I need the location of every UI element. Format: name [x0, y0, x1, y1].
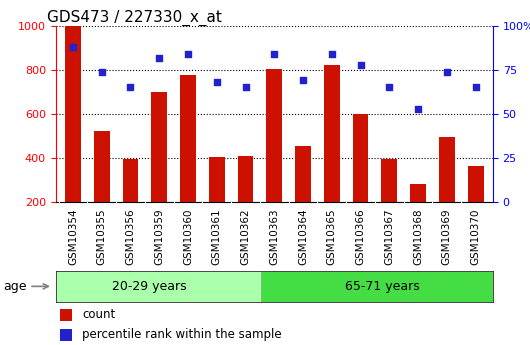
Point [69, 44, 77, 50]
Bar [122, 159, 138, 202]
Point [155, 55, 163, 60]
Bar [382, 159, 398, 202]
Point [241, 85, 250, 90]
Point [356, 62, 365, 67]
Text: GSM10359: GSM10359 [154, 208, 164, 265]
Text: GSM10367: GSM10367 [384, 208, 394, 265]
Bar [60, 309, 72, 321]
Text: GDS473 / 227330_x_at: GDS473 / 227330_x_at [47, 10, 222, 26]
Bar [267, 69, 282, 202]
Bar [151, 92, 167, 202]
Bar [410, 184, 426, 202]
Bar [324, 66, 340, 202]
Text: count: count [82, 308, 115, 321]
Point [98, 69, 106, 75]
Point [299, 78, 307, 83]
Text: GSM10361: GSM10361 [212, 208, 222, 265]
Bar [94, 131, 110, 202]
Text: age: age [3, 280, 48, 293]
Text: 65-71 years: 65-71 years [345, 280, 420, 293]
Text: GSM10354: GSM10354 [68, 208, 78, 265]
Point [126, 85, 135, 90]
Text: GSM10360: GSM10360 [183, 208, 193, 265]
Bar [56, 271, 260, 302]
Point [443, 69, 451, 75]
Bar [352, 114, 368, 202]
Text: GSM10364: GSM10364 [298, 208, 308, 265]
Text: GSM10366: GSM10366 [356, 208, 366, 265]
Text: GSM10356: GSM10356 [126, 208, 136, 265]
Bar [60, 328, 72, 341]
Text: percentile rank within the sample: percentile rank within the sample [82, 328, 281, 341]
Bar [295, 146, 311, 202]
Point [385, 85, 394, 90]
Point [213, 79, 221, 85]
Text: GSM10365: GSM10365 [327, 208, 337, 265]
Bar [468, 166, 483, 202]
Text: GSM10363: GSM10363 [269, 208, 279, 265]
Text: GSM10362: GSM10362 [241, 208, 251, 265]
Text: GSM10369: GSM10369 [442, 208, 452, 265]
Bar [260, 271, 507, 302]
Bar [237, 156, 253, 202]
Point [328, 51, 336, 57]
Point [184, 51, 192, 57]
Text: GSM10370: GSM10370 [471, 208, 481, 265]
Point [414, 106, 422, 111]
Bar [65, 26, 81, 202]
Bar [439, 137, 455, 202]
Bar [180, 75, 196, 202]
Text: GSM10368: GSM10368 [413, 208, 423, 265]
Text: 20-29 years: 20-29 years [112, 280, 187, 293]
Text: GSM10355: GSM10355 [96, 208, 107, 265]
Point [471, 85, 480, 90]
Bar [209, 157, 225, 202]
Point [270, 51, 279, 57]
